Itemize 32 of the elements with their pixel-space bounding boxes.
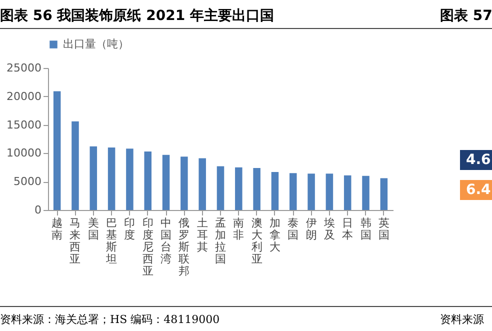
x-tick-label: 美国 <box>88 216 99 242</box>
x-tick-label: 中国台湾 <box>160 216 172 266</box>
y-tick-label: 10000 <box>6 146 42 160</box>
x-tick-label: 韩国 <box>360 216 372 242</box>
y-tick-label: 25000 <box>6 62 42 74</box>
x-tick-label: 埃及 <box>322 216 335 242</box>
x-tick-label: 伊朗 <box>306 216 317 242</box>
text: 6.4 <box>460 180 492 200</box>
x-tick-label: 土耳其 <box>196 216 208 254</box>
x-tick-label: 泰国 <box>288 216 299 242</box>
x-tick-label: 印度 <box>124 216 136 242</box>
x-tick-label: 印度尼西亚 <box>142 216 154 278</box>
x-tick-label: 孟加拉国 <box>215 216 226 266</box>
x-tick-label: 澳大利亚 <box>251 216 262 266</box>
y-tick-label: 20000 <box>6 90 42 103</box>
y-tick-label: 5000 <box>14 175 42 188</box>
text: 资料来源 <box>440 306 492 327</box>
x-tick-label: 英国 <box>378 216 390 242</box>
text: 图表 57 <box>440 0 492 29</box>
legend-label: 出口量（吨） <box>63 38 129 50</box>
x-tick-label: 加拿大 <box>269 216 280 254</box>
y-tick-label: 15000 <box>6 118 42 132</box>
x-tick-label: 巴基斯坦 <box>105 216 118 266</box>
x-tick-label: 俄罗斯联邦 <box>178 216 190 278</box>
x-tick-label: 南非 <box>233 216 244 242</box>
text: 资料来源：海关总署；HS 编码：48119000 <box>0 306 440 327</box>
x-tick-label: 日本 <box>342 216 354 242</box>
chart-title: 图表 56 我国装饰原纸 2021 年主要出口国 <box>0 0 440 29</box>
text: 4.6 <box>460 150 492 170</box>
x-tick-label: 越南 <box>52 216 63 242</box>
y-tick-label: 0 <box>34 204 42 216</box>
x-tick-label: 马来西亚 <box>70 216 81 266</box>
